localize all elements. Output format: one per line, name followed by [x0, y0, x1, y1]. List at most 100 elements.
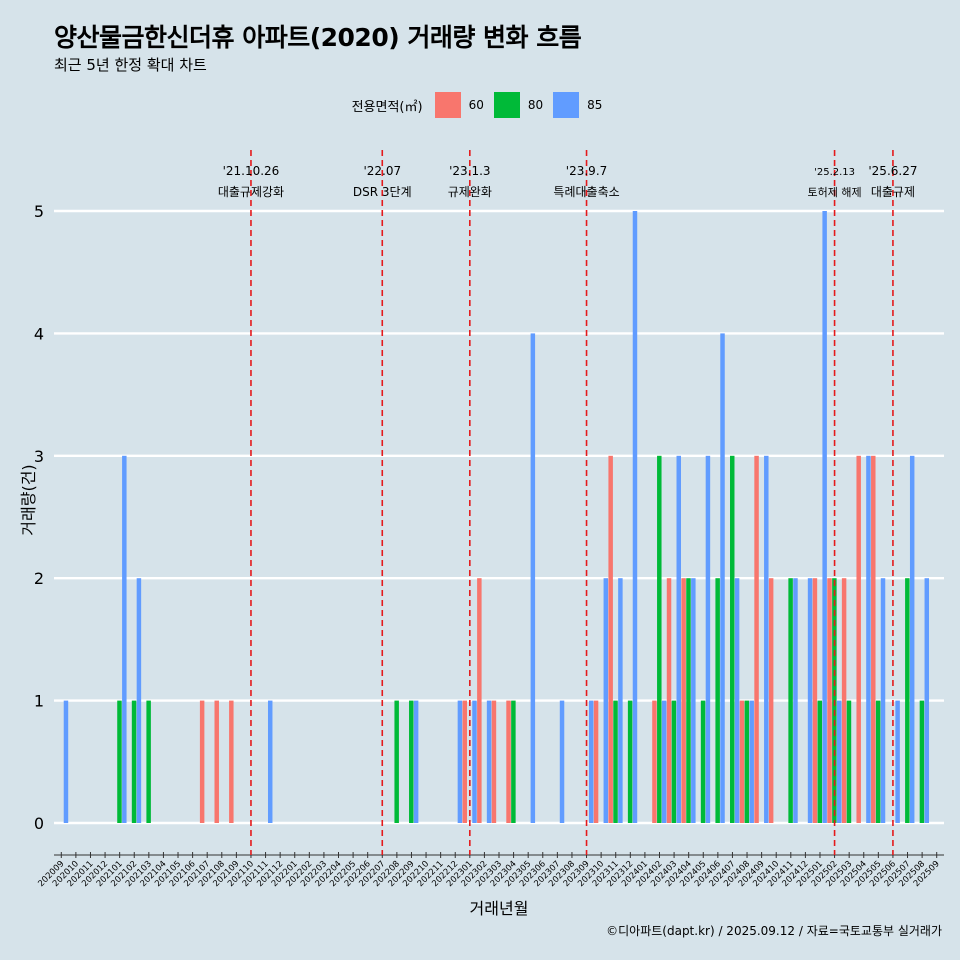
- bar-85: [472, 700, 477, 823]
- bar-85: [588, 700, 594, 823]
- bar-85: [618, 578, 623, 823]
- bar-60: [506, 700, 511, 823]
- bar-85: [764, 455, 769, 823]
- bar-80: [131, 700, 137, 823]
- y-tick-label: 4: [34, 324, 44, 343]
- bar-85: [603, 578, 609, 823]
- bar-85: [267, 700, 273, 823]
- event-name-label: 대출규제: [871, 185, 915, 199]
- bar-60: [681, 578, 686, 823]
- bar-60: [491, 700, 497, 823]
- event-date-label: '23.1.3: [449, 164, 490, 178]
- bar-85: [136, 578, 142, 823]
- bar-80: [817, 700, 823, 823]
- bar-85: [559, 700, 565, 823]
- bar-80: [613, 700, 618, 823]
- event-date-label: '22.07: [363, 164, 401, 178]
- bar-85: [122, 455, 127, 823]
- bar-85: [632, 211, 638, 823]
- legend-item-60: 60: [431, 92, 484, 118]
- bar-85: [837, 700, 842, 823]
- bar-80: [671, 700, 677, 823]
- bar-80: [744, 700, 750, 823]
- bar-60: [768, 578, 774, 823]
- bar-80: [409, 700, 414, 823]
- bar-80: [146, 700, 151, 823]
- bar-85: [793, 578, 798, 823]
- bar-60: [754, 455, 759, 823]
- event-date-label: '23.9.7: [566, 164, 607, 178]
- bar-85: [413, 700, 419, 823]
- bar-85: [676, 455, 681, 823]
- bar-85: [880, 578, 886, 823]
- bar-60: [462, 700, 467, 823]
- bar-80: [700, 700, 706, 823]
- bar-60: [841, 578, 847, 823]
- chart-subtitle: 최근 5년 한정 확대 차트: [54, 56, 207, 74]
- event-name-label: 대출규제강화: [218, 185, 284, 199]
- bar-85: [895, 700, 900, 823]
- bar-85: [909, 455, 915, 823]
- y-tick-label: 5: [34, 202, 44, 221]
- bar-80: [686, 578, 691, 823]
- legend-label-60: 60: [468, 98, 484, 112]
- bar-60: [608, 455, 613, 823]
- bar-80: [788, 578, 793, 823]
- bar-60: [856, 455, 861, 823]
- legend-label-80: 80: [527, 98, 544, 112]
- bar-60: [827, 578, 832, 823]
- bar-60: [871, 455, 876, 823]
- legend-item-80: 80: [490, 92, 543, 118]
- legend: 전용면적(㎡) 60 80 85: [0, 92, 960, 118]
- x-axis-title: 거래년월: [470, 899, 529, 918]
- bar-80: [919, 700, 925, 823]
- y-tick-label: 1: [34, 692, 44, 711]
- bar-80: [875, 700, 881, 823]
- legend-key-85: [553, 92, 580, 118]
- bar-85: [734, 578, 740, 823]
- event-name-label: 토허제 해제: [808, 185, 862, 199]
- bar-80: [657, 455, 662, 823]
- bar-60: [214, 700, 219, 823]
- bar-80: [730, 455, 735, 823]
- y-axis-title: 거래량(건): [19, 464, 38, 535]
- y-tick-label: 2: [34, 569, 44, 588]
- bar-60: [739, 700, 745, 823]
- legend-key-60: [434, 92, 461, 118]
- bar-80: [117, 700, 122, 823]
- bar-85: [530, 333, 536, 823]
- bar-85: [822, 211, 827, 823]
- bar-60: [666, 578, 672, 823]
- bar-60: [229, 700, 234, 823]
- event-date-label: '25.6.27: [868, 164, 917, 178]
- bar-80: [394, 700, 399, 823]
- bar-60: [593, 700, 599, 823]
- legend-item-85: 85: [549, 92, 602, 118]
- event-name-label: 규제완화: [448, 185, 492, 199]
- event-name-label: 특례대출축소: [553, 185, 619, 199]
- legend-title: 전용면적(㎡): [351, 99, 423, 115]
- bar-85: [807, 578, 813, 823]
- bar-85: [63, 700, 69, 823]
- legend-key-80: [493, 92, 520, 118]
- event-date-label: '21.10.26: [223, 164, 280, 178]
- event-name-label: DSR 3단계: [353, 185, 412, 199]
- bar-85: [661, 700, 667, 823]
- bar-85: [705, 455, 711, 823]
- bar-85: [457, 700, 463, 823]
- legend-label-85: 85: [587, 98, 603, 112]
- bar-85: [691, 578, 696, 823]
- bar-85: [486, 700, 492, 823]
- bar-80: [905, 578, 910, 823]
- caption: ©디아파트(dapt.kr) / 2025.09.12 / 자료=국토교통부 실…: [606, 924, 942, 938]
- bar-85: [720, 333, 725, 823]
- bar-85: [749, 700, 754, 823]
- bar-60: [199, 700, 205, 823]
- bar-80: [627, 700, 633, 823]
- bar-60: [477, 578, 482, 823]
- y-tick-label: 0: [34, 814, 44, 833]
- event-date-label: '25.2.13: [814, 167, 855, 178]
- bar-85: [866, 455, 871, 823]
- bar-60: [652, 700, 657, 823]
